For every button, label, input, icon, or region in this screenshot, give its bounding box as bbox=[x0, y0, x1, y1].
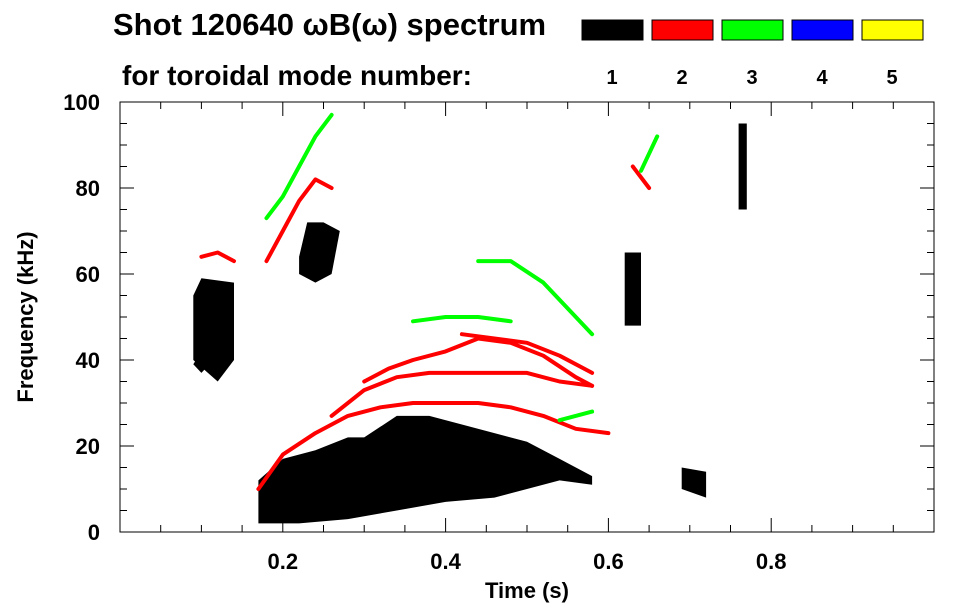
mode-2-trace-5 bbox=[362, 336, 595, 388]
mode-2-trace-2 bbox=[264, 177, 334, 264]
axes: 0.2 0.4 0.6 0.8 0 20 40 60 80 100 bbox=[63, 90, 934, 574]
x-tick-label: 0.2 bbox=[268, 549, 299, 574]
plot-area bbox=[193, 112, 747, 524]
chart-subtitle: for toroidal mode number: bbox=[122, 60, 472, 91]
legend: 1 2 3 4 5 bbox=[581, 19, 924, 89]
legend-swatch-1 bbox=[581, 19, 644, 41]
y-tick-label: 80 bbox=[76, 176, 100, 201]
x-axis-title: Time (s) bbox=[485, 578, 569, 603]
mode-2-trace-1 bbox=[199, 250, 236, 264]
mode-2-trace-4 bbox=[329, 370, 595, 418]
y-axis-title: Frequency (kHz) bbox=[13, 231, 38, 402]
legend-label-2: 2 bbox=[676, 67, 687, 89]
mode-2-trace-7 bbox=[630, 164, 652, 190]
mode-3-trace-11 bbox=[639, 134, 660, 173]
legend-label-3: 3 bbox=[746, 67, 757, 89]
chart-title: Shot 120640 ωB(ω) spectrum bbox=[113, 7, 546, 42]
legend-swatch-3 bbox=[721, 19, 784, 41]
mode-1-region-7 bbox=[681, 467, 707, 498]
mode-1-region-6 bbox=[738, 123, 747, 210]
legend-label-5: 5 bbox=[886, 67, 897, 89]
y-tick-label: 100 bbox=[63, 90, 100, 115]
mode-2-trace-6 bbox=[459, 332, 595, 375]
legend-label-1: 1 bbox=[606, 67, 617, 89]
mode-3-trace-12 bbox=[557, 409, 595, 423]
y-tick-label: 60 bbox=[76, 262, 100, 287]
x-tick-label: 0.4 bbox=[430, 549, 461, 574]
legend-swatch-2 bbox=[651, 19, 714, 41]
mode-1-region-5 bbox=[624, 252, 641, 326]
y-tick-label: 20 bbox=[76, 434, 100, 459]
y-tick-label: 40 bbox=[76, 348, 100, 373]
legend-label-4: 4 bbox=[816, 67, 828, 89]
mode-3-trace-9 bbox=[411, 315, 513, 324]
x-tick-label: 0.6 bbox=[593, 549, 624, 574]
legend-swatch-4 bbox=[791, 19, 854, 41]
x-tick-label: 0.8 bbox=[756, 549, 787, 574]
mode-1-region-3 bbox=[258, 415, 593, 524]
mode-3-trace-10 bbox=[264, 112, 334, 221]
legend-swatch-5 bbox=[861, 19, 924, 41]
mode-3-trace-8 bbox=[476, 259, 595, 337]
y-tick-label: 0 bbox=[88, 520, 100, 545]
mode-2-trace-3 bbox=[256, 401, 611, 491]
mode-1-region-4 bbox=[299, 222, 340, 283]
mode-1-region-2 bbox=[193, 351, 210, 373]
